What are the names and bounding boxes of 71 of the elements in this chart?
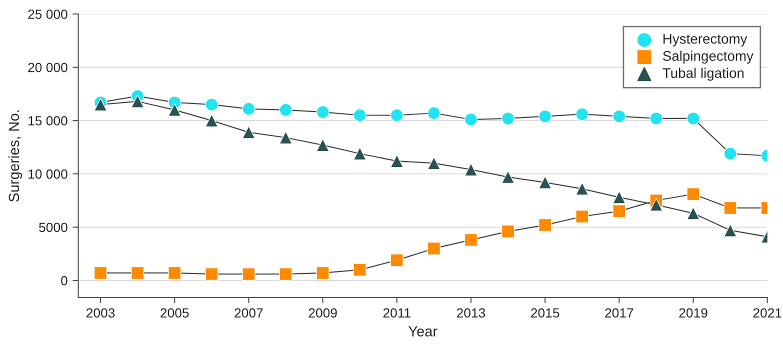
point: [686, 112, 700, 126]
y-tick-label: 15 000: [28, 116, 68, 126]
point: [390, 254, 404, 267]
point: [501, 112, 515, 126]
y-tick-label: 20 000: [28, 62, 68, 72]
x-tick-label: 2011: [383, 308, 410, 318]
y-tick-label: 25 000: [28, 10, 68, 19]
legend-label: Tubal ligation: [662, 68, 744, 81]
x-tick-label: 2005: [160, 308, 189, 318]
point: [316, 266, 330, 280]
point: [612, 204, 626, 218]
x-tick-label: 2007: [234, 308, 263, 318]
point: [650, 112, 663, 126]
x-tick-label: 2013: [456, 308, 486, 318]
point: [538, 110, 552, 123]
point: [205, 267, 218, 281]
point: [353, 263, 366, 276]
point: [94, 266, 108, 280]
point: [724, 147, 737, 160]
point: [576, 108, 589, 121]
point: [242, 267, 256, 281]
point: [427, 106, 440, 120]
y-tick-label: 10 000: [28, 169, 68, 179]
point: [242, 102, 256, 116]
point: [279, 103, 292, 116]
point: [279, 267, 292, 281]
point: [501, 170, 515, 184]
point: [168, 266, 182, 280]
legend-label: Hysterectomy: [663, 34, 748, 47]
x-axis-title: Year: [408, 326, 438, 336]
y-axis-title: Surgeries, No.: [8, 110, 22, 202]
point: [168, 103, 182, 116]
point: [242, 126, 256, 139]
x-tick-label: 2019: [679, 308, 708, 318]
point: [576, 210, 589, 224]
point: [316, 138, 330, 152]
point: [501, 224, 515, 238]
point: [464, 112, 478, 126]
point: [94, 98, 108, 112]
point: [538, 218, 552, 232]
point: [353, 108, 366, 122]
point: [279, 131, 292, 144]
x-tick-label: 2017: [605, 308, 634, 318]
point: [686, 188, 700, 201]
point: [390, 154, 404, 168]
x-tick-label: 2009: [308, 308, 337, 318]
y-tick-label: 0: [61, 276, 68, 286]
point: [464, 163, 478, 176]
point: [538, 176, 552, 189]
point: [353, 147, 366, 160]
point: [131, 266, 144, 280]
point: [390, 108, 404, 122]
x-tick-label: 2003: [86, 308, 115, 318]
legend-label: Salpingectomy: [662, 50, 754, 64]
point: [427, 242, 440, 256]
point: [576, 182, 589, 196]
point: [205, 98, 218, 112]
point: [612, 110, 626, 123]
point: [612, 190, 626, 204]
point: [427, 156, 440, 170]
x-tick-label: 2015: [531, 308, 560, 318]
point: [316, 105, 330, 119]
point: [724, 224, 737, 237]
x-tick-label: 2021: [753, 308, 782, 318]
point: [205, 114, 218, 128]
point: [464, 233, 478, 247]
point: [686, 206, 700, 220]
point: [650, 198, 663, 212]
y-tick-label: 5000: [39, 222, 68, 232]
point: [724, 201, 737, 215]
point: [131, 94, 144, 108]
